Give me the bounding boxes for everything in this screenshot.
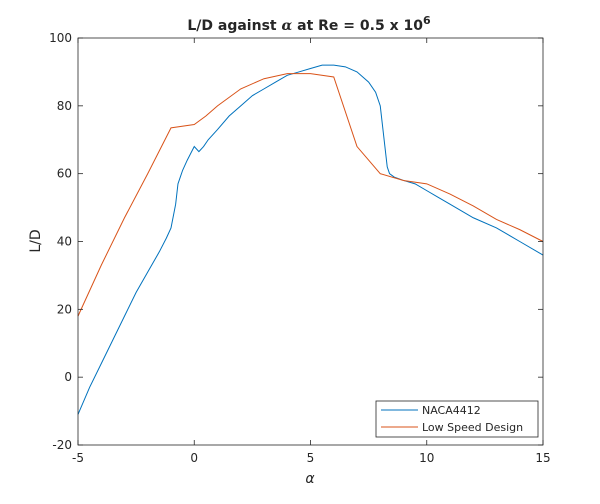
series-line-naca4412 [77, 64, 544, 415]
y-tick-label: 0 [64, 370, 72, 384]
plot-area [78, 38, 543, 445]
legend-box [375, 400, 539, 438]
series-line-low-speed-design [77, 73, 544, 317]
x-tick-label: -5 [72, 451, 84, 465]
series-layer [77, 64, 544, 415]
legend-label-low-speed-design: Low Speed Design [422, 421, 523, 434]
x-tick-label: 10 [419, 451, 434, 465]
chart-title-middle: at Re = 0.5 x 10 [292, 18, 423, 34]
chart-title-exponent: 6 [423, 14, 431, 27]
x-tick-label: 0 [190, 451, 198, 465]
chart-title-alpha: α [281, 18, 292, 34]
legend-label-naca4412: NACA4412 [422, 404, 481, 417]
x-axis-label: α [305, 471, 315, 487]
y-tick-label: 60 [57, 167, 72, 181]
y-tick-label: 100 [49, 31, 72, 45]
chart-title-prefix: L/D against [187, 18, 281, 34]
legend: NACA4412 Low Speed Design [375, 400, 539, 438]
y-tick-label: -20 [52, 438, 72, 452]
chart-title: L/D against α at Re = 0.5 x 106 [187, 14, 431, 34]
y-tick-label: 40 [57, 235, 72, 249]
tick-layer: -5 0 5 10 15 -20 0 20 40 60 80 100 [49, 31, 551, 465]
y-tick-label: 80 [57, 99, 72, 113]
x-tick-label: 5 [307, 451, 315, 465]
y-tick-label: 20 [57, 302, 72, 316]
y-axis-label: L/D [28, 229, 44, 252]
x-tick-label: 15 [535, 451, 550, 465]
